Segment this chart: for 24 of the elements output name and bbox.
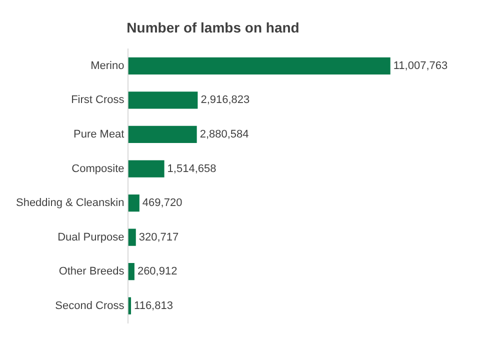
y-tick-label: Merino [90,60,124,72]
data-label: 116,813 [134,300,173,312]
data-label: 2,880,584 [200,128,249,141]
y-tick-label: Composite [72,162,124,175]
y-tick-label: First Cross [71,94,125,106]
bar [128,57,390,75]
bar [128,194,140,212]
data-label: 260,912 [137,266,178,278]
y-tick-label: Other Breeds [58,266,125,278]
y-tick-label: Shedding & Cleanskin [16,197,124,210]
bar [128,92,198,109]
bar [128,126,197,144]
data-label: 469,720 [142,197,182,210]
y-tick-label: Pure Meat [73,128,124,141]
data-label: 11,007,763 [393,60,448,72]
data-label: 1,514,658 [167,162,216,175]
y-tick-label: Second Cross [55,300,125,312]
bar [128,160,164,178]
chart-title: Number of lambs on hand [126,19,300,36]
y-tick-label: Dual Purpose [58,231,124,244]
data-label: 320,717 [138,231,179,244]
data-label: 2,916,823 [200,94,250,106]
bar [128,263,134,280]
bar [128,228,136,246]
